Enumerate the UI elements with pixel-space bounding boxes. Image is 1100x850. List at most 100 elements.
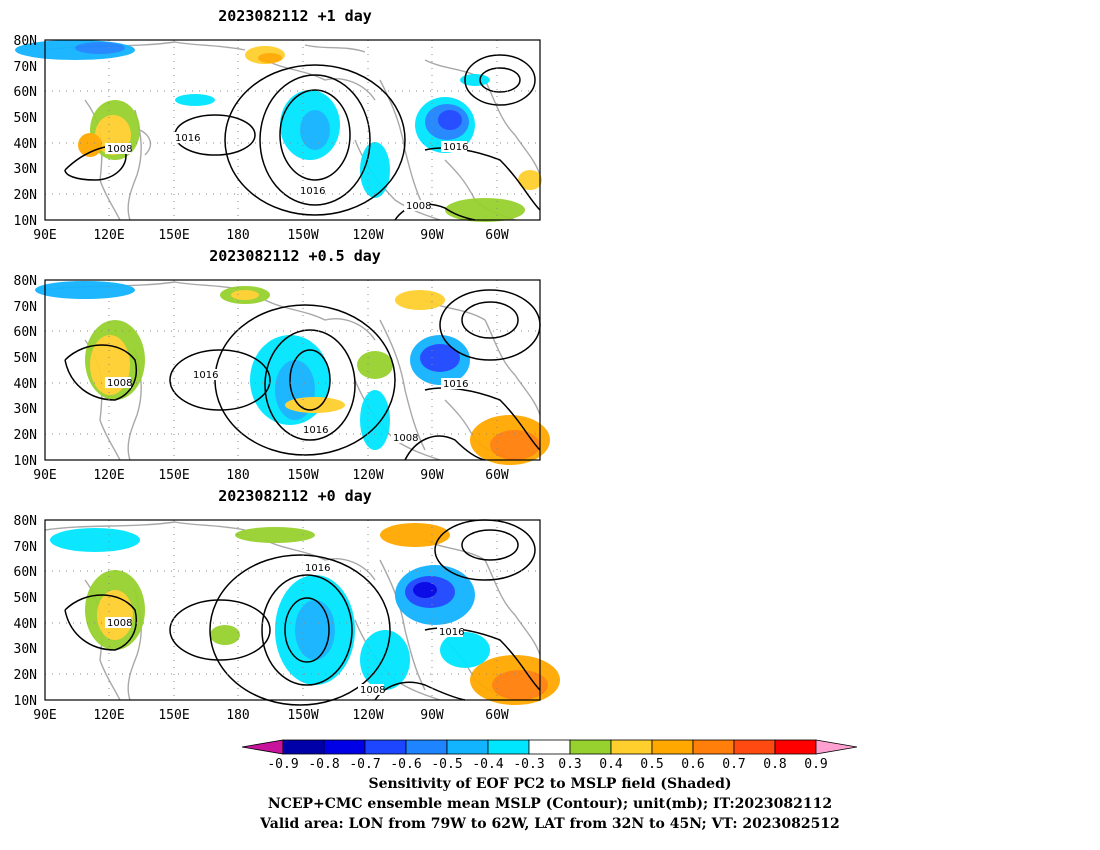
- lat-label: 60N: [14, 565, 37, 580]
- panel-1-title: 2023082112 +1 day: [218, 7, 372, 25]
- map-frame: [44, 519, 541, 701]
- lon-label: 90E: [33, 228, 56, 243]
- map-panel-1: 1008 1016 1016 1016 1008 80N 70N 60N 50N…: [14, 34, 542, 243]
- colorbar-cell: [323, 739, 366, 755]
- contour-label: 1016: [300, 186, 325, 197]
- colorbar-tick-label: 0.3: [558, 757, 581, 772]
- lon-label: 150W: [287, 708, 318, 723]
- lon-label: 60W: [485, 708, 509, 723]
- lon-label: 90E: [33, 708, 56, 723]
- colorbar-cell: [569, 739, 612, 755]
- colorbar-cell: [405, 739, 448, 755]
- colorbar-tick-label: -0.3: [513, 757, 544, 772]
- colorbar-tick-label: 0.4: [599, 757, 623, 772]
- lon-label: 180: [226, 468, 249, 483]
- panel-2-title: 2023082112 +0.5 day: [209, 247, 381, 265]
- contour-label: 1016: [175, 133, 200, 144]
- lon-label: 120E: [93, 468, 124, 483]
- lon-label: 90W: [420, 228, 444, 243]
- colorbar-tick-label: 0.8: [763, 757, 786, 772]
- lon-label: 150E: [158, 468, 189, 483]
- colorbar-cell: [610, 739, 653, 755]
- colorbar-cell: [364, 739, 407, 755]
- lon-label: 60W: [485, 228, 509, 243]
- colorbar-cell: [282, 739, 325, 755]
- colorbar-tick-label: 0.9: [804, 757, 827, 772]
- contour-label: 1016: [305, 563, 330, 574]
- lat-label: 30N: [14, 642, 37, 657]
- lon-label: 120W: [352, 228, 383, 243]
- colorbar-cell: [774, 739, 817, 755]
- lon-label: 60W: [485, 468, 509, 483]
- colorbar: -0.9 -0.8 -0.7 -0.6 -0.5 -0.4 -0.3 0.3 0.4 0.5 0.6…: [241, 739, 858, 772]
- lat-label: 40N: [14, 137, 37, 152]
- colorbar-cell: [692, 739, 735, 755]
- colorbar-tick-label: -0.8: [308, 757, 339, 772]
- colorbar-tick-label: -0.6: [390, 757, 421, 772]
- map-frame: [44, 39, 541, 221]
- lat-label: 20N: [14, 428, 37, 443]
- colorbar-high-extend: [815, 739, 858, 755]
- contour-label: 1008: [107, 378, 132, 389]
- lat-label: 80N: [14, 34, 37, 49]
- lat-label: 80N: [14, 274, 37, 289]
- lat-label: 10N: [14, 694, 37, 709]
- colorbar-cell: [487, 739, 530, 755]
- caption-line-2: NCEP+CMC ensemble mean MSLP (Contour); u…: [267, 796, 833, 812]
- map-frame: [44, 279, 541, 461]
- colorbar-tick-label: 0.6: [681, 757, 704, 772]
- lon-label: 150E: [158, 708, 189, 723]
- contour-label: 1008: [393, 433, 418, 444]
- lat-label: 70N: [14, 540, 37, 555]
- lat-label: 50N: [14, 591, 37, 606]
- lat-label: 60N: [14, 85, 37, 100]
- lat-label: 30N: [14, 402, 37, 417]
- lat-label: 70N: [14, 300, 37, 315]
- lon-label: 180: [226, 708, 249, 723]
- lat-label: 40N: [14, 617, 37, 632]
- contour-label: 1008: [360, 685, 385, 696]
- map-panel-2: 1008 1016 1016 1016 1008 80N 70N 60N 50N…: [14, 274, 550, 483]
- colorbar-cell: [446, 739, 489, 755]
- lat-label: 80N: [14, 514, 37, 529]
- contour-label: 1008: [406, 201, 431, 212]
- lat-label: 50N: [14, 351, 37, 366]
- contour-label: 1008: [107, 618, 132, 629]
- contour-label: 1016: [439, 627, 464, 638]
- map-panel-3: 1008 1016 1016 1008 80N 70N 60N 50N 40N …: [14, 514, 560, 723]
- colorbar-tick-label: -0.7: [349, 757, 380, 772]
- contour-label: 1016: [443, 142, 468, 153]
- contour-label: 1016: [443, 379, 468, 390]
- caption-line-3: Valid area: LON from 79W to 62W, LAT fro…: [260, 816, 840, 832]
- lon-label: 180: [226, 228, 249, 243]
- lat-label: 10N: [14, 454, 37, 469]
- lat-label: 70N: [14, 60, 37, 75]
- panel-3-title: 2023082112 +0 day: [218, 487, 372, 505]
- colorbar-cell: [528, 739, 571, 755]
- lon-label: 120W: [352, 468, 383, 483]
- lon-label: 90W: [420, 708, 444, 723]
- lon-label: 90W: [420, 468, 444, 483]
- lon-label: 120E: [93, 228, 124, 243]
- lon-label: 150W: [287, 228, 318, 243]
- lon-label: 120E: [93, 708, 124, 723]
- lon-label: 90E: [33, 468, 56, 483]
- contour-label: 1008: [107, 144, 132, 155]
- lon-label: 120W: [352, 708, 383, 723]
- lat-label: 50N: [14, 111, 37, 126]
- contour-label: 1016: [303, 425, 328, 436]
- caption-line-1: Sensitivity of EOF PC2 to MSLP field (Sh…: [368, 776, 732, 792]
- lat-label: 20N: [14, 188, 37, 203]
- lat-label: 40N: [14, 377, 37, 392]
- colorbar-tick-label: 0.5: [640, 757, 663, 772]
- colorbar-tick-label: -0.5: [431, 757, 462, 772]
- lon-label: 150W: [287, 468, 318, 483]
- lat-label: 10N: [14, 214, 37, 229]
- colorbar-cell: [733, 739, 776, 755]
- lat-label: 20N: [14, 668, 37, 683]
- colorbar-tick-label: -0.9: [267, 757, 298, 772]
- colorbar-tick-label: 0.7: [722, 757, 745, 772]
- colorbar-cell: [651, 739, 694, 755]
- lat-label: 30N: [14, 162, 37, 177]
- lat-label: 60N: [14, 325, 37, 340]
